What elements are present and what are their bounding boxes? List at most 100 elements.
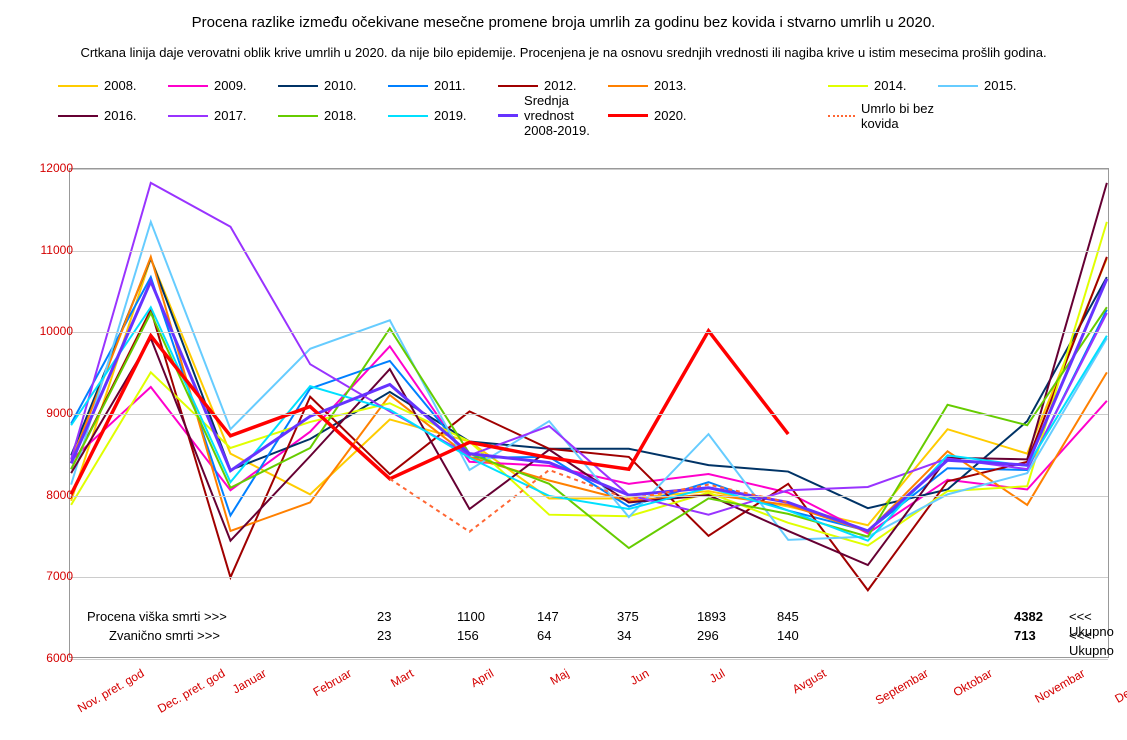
legend-item: Umrlo bi bez kovida <box>828 93 938 138</box>
y-axis-tick-label: 9000 <box>13 406 73 420</box>
legend-item: 2009. <box>168 78 278 93</box>
x-axis-tick-label: Mart <box>388 666 416 690</box>
grid-line <box>70 169 1108 170</box>
legend-label: 2011. <box>434 78 466 93</box>
legend-swatch <box>168 115 208 117</box>
legend-swatch <box>58 115 98 117</box>
y-axis-tick-label: 10000 <box>13 324 73 338</box>
legend-swatch <box>278 85 318 87</box>
legend: 2008. 2009. 2010. 2011. 2012. 2013. 2014. 2015.… <box>8 78 1119 138</box>
legend-item: 2008. <box>58 78 168 93</box>
legend-swatch <box>828 85 868 87</box>
legend-label: 2009. <box>214 78 247 93</box>
legend-item: 2014. <box>828 78 938 93</box>
legend-item: 2018. <box>278 93 388 138</box>
grid-line <box>70 332 1108 333</box>
x-axis-tick-label: Novembar <box>1032 666 1087 706</box>
chart-lines <box>70 169 1108 657</box>
annotation-text: 140 <box>777 628 799 643</box>
annotation-text: 34 <box>617 628 631 643</box>
annotation-text: Procena viška smrti >>> <box>87 609 227 624</box>
legend-swatch <box>938 85 978 87</box>
chart-container: Procena razlike između očekivane mesečne… <box>8 8 1119 732</box>
legend-item: 2020. <box>608 93 828 138</box>
legend-label: 2010. <box>324 78 357 93</box>
x-axis-tick-label: Dec. pret. god <box>155 666 227 716</box>
legend-swatch <box>608 85 648 87</box>
legend-item: 2019. <box>388 93 498 138</box>
annotation-text: 156 <box>457 628 479 643</box>
series-line <box>71 307 1107 548</box>
legend-swatch <box>498 85 538 87</box>
grid-line <box>70 251 1108 252</box>
series-line <box>71 222 1107 546</box>
chart-subtitle: Crtkana linija daje verovatni oblik kriv… <box>8 31 1119 60</box>
legend-swatch <box>498 114 518 117</box>
annotation-text: 147 <box>537 609 559 624</box>
legend-item: 2010. <box>278 78 388 93</box>
legend-item: 2016. <box>58 93 168 138</box>
annotation-text: 375 <box>617 609 639 624</box>
legend-label: 2020. <box>654 108 687 123</box>
annotation-text: 23 <box>377 609 391 624</box>
annotation-text: 845 <box>777 609 799 624</box>
y-axis-tick-label: 7000 <box>13 569 73 583</box>
annotation-text: 1893 <box>697 609 726 624</box>
x-axis-tick-label: Decembar <box>1112 666 1127 706</box>
grid-line <box>70 659 1108 660</box>
grid-line <box>70 496 1108 497</box>
legend-label: 2012. <box>544 78 577 93</box>
x-axis-tick-label: April <box>468 666 496 690</box>
legend-swatch <box>278 115 318 117</box>
series-line <box>71 183 1107 565</box>
series-line <box>71 257 1107 590</box>
legend-swatch <box>388 85 428 87</box>
legend-swatch <box>168 85 208 87</box>
x-axis-tick-label: Maj <box>548 666 572 688</box>
chart-title: Procena razlike između očekivane mesečne… <box>8 8 1119 31</box>
legend-item: 2012. <box>498 78 608 93</box>
x-axis-tick-label: Jul <box>707 666 727 686</box>
x-axis-tick-label: Jun <box>628 666 652 688</box>
legend-label: Umrlo bi bez kovida <box>861 101 938 131</box>
legend-swatch <box>608 114 648 117</box>
legend-label: 2015. <box>984 78 1017 93</box>
legend-label: 2013. <box>654 78 687 93</box>
legend-label: 2008. <box>104 78 137 93</box>
grid-line <box>70 414 1108 415</box>
series-line <box>71 258 1107 508</box>
x-axis-tick-label: Avgust <box>790 666 829 696</box>
legend-item: 2015. <box>938 78 1048 93</box>
legend-label: 2014. <box>874 78 907 93</box>
legend-item: 2017. <box>168 93 278 138</box>
y-axis-tick-label: 6000 <box>13 651 73 665</box>
series-line <box>71 222 1107 540</box>
x-axis-tick-label: Septembar <box>873 666 931 707</box>
legend-swatch <box>828 115 855 117</box>
plot-area <box>69 168 1109 658</box>
annotation-text: 64 <box>537 628 551 643</box>
x-axis-tick-label: Februar <box>311 666 354 699</box>
legend-label: 2018. <box>324 108 357 123</box>
annotation-text: 23 <box>377 628 391 643</box>
annotation-text: 296 <box>697 628 719 643</box>
y-axis-tick-label: 11000 <box>13 243 73 257</box>
annotation-text: 713 <box>1014 628 1036 643</box>
legend-label: 2016. <box>104 108 137 123</box>
legend-item: 2013. <box>608 78 828 93</box>
legend-swatch <box>388 115 428 117</box>
legend-item: Srednja vrednost 2008-2019. <box>498 93 608 138</box>
annotation-text: <<< Ukupno <box>1069 628 1119 658</box>
legend-label: 2017. <box>214 108 247 123</box>
legend-label: Srednja vrednost 2008-2019. <box>524 93 608 138</box>
grid-line <box>70 577 1108 578</box>
legend-label: 2019. <box>434 108 467 123</box>
annotation-text: 1100 <box>457 609 485 624</box>
legend-swatch <box>58 85 98 87</box>
y-axis-tick-label: 12000 <box>13 161 73 175</box>
x-axis-tick-label: Januar <box>230 666 269 696</box>
legend-item: 2011. <box>388 78 498 93</box>
annotation-text: Zvanično smrti >>> <box>109 628 220 643</box>
y-axis-tick-label: 8000 <box>13 488 73 502</box>
x-axis-tick-label: Oktobar <box>951 666 995 699</box>
